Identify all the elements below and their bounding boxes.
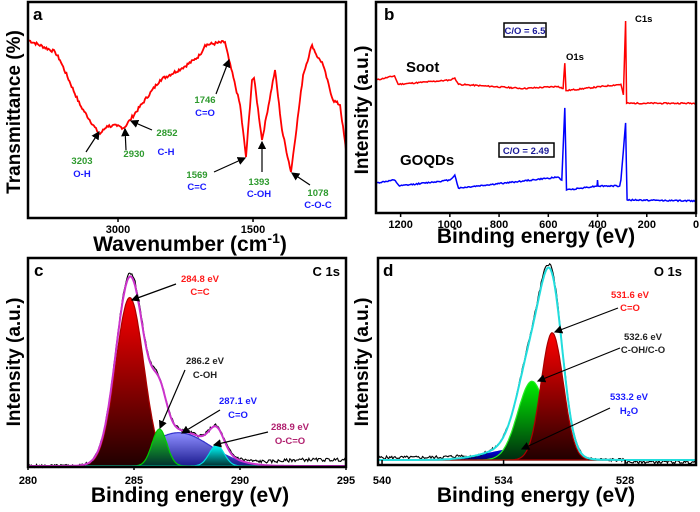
component-energy: 533.2 eV — [610, 392, 649, 403]
x-tick-label: 534 — [494, 475, 513, 487]
annotation-wavenumber: 1078 — [307, 188, 328, 199]
annotation-group: C-O-C — [304, 200, 332, 211]
annotation-arrow — [212, 431, 269, 448]
x-axis-title: Wavenumber (cm-1) — [93, 230, 287, 256]
annotation-group: O-H — [73, 169, 91, 180]
panel-b-label: b — [384, 5, 394, 24]
annotation-arrow — [536, 347, 621, 383]
annotation-wavenumber: 2930 — [123, 149, 144, 160]
panel-c-label: c — [34, 261, 43, 280]
component-bond: C-OH — [193, 370, 217, 381]
y-axis-title: Intensity (a.u.) — [4, 298, 25, 427]
annotation-arrow — [121, 127, 130, 151]
panel-c-title: C 1s — [313, 264, 340, 279]
peak-label-c1s: C1s — [635, 14, 652, 25]
annotation-arrow — [180, 409, 221, 434]
annotation-arrow — [129, 119, 153, 131]
x-tick-label: 285 — [125, 475, 143, 487]
x-tick-label: 280 — [19, 475, 37, 487]
panel-b-frame — [374, 0, 698, 215]
x-tick-label: 3000 — [106, 224, 130, 236]
annotation-arrow — [553, 307, 619, 334]
panel-d-frame — [376, 256, 698, 467]
panel-c-frame — [26, 256, 348, 469]
annotation-arrow — [158, 369, 186, 430]
component-bond: C=O — [228, 410, 248, 421]
component-energy: 286.2 eV — [186, 356, 225, 367]
x-tick-label: 540 — [373, 475, 391, 487]
series-line-goqds — [375, 107, 697, 203]
annotation-group: C=C — [187, 182, 206, 193]
x-tick-label: 1200 — [388, 219, 412, 231]
component-energy: 284.8 eV — [181, 274, 220, 285]
y-axis-title: Transmittance (%) — [4, 30, 25, 194]
x-tick-label: 295 — [337, 475, 355, 487]
component-energy: 287.1 eV — [219, 396, 258, 407]
series-line-soot — [375, 20, 697, 105]
x-tick-label: 600 — [539, 219, 557, 231]
x-axis-title: Binding energy (eV) — [437, 484, 635, 507]
envelope-line — [378, 266, 696, 461]
x-tick-label: 0 — [693, 219, 699, 231]
annotation-group: C-H — [158, 147, 175, 158]
x-axis-title: Binding energy (eV) — [437, 225, 635, 248]
annotation-group: C-OH — [247, 189, 271, 200]
annotation-arrow — [215, 58, 231, 95]
x-tick-label: 1500 — [241, 224, 265, 236]
component-bond: C=O — [620, 303, 640, 314]
annotation-wavenumber: 1393 — [248, 177, 269, 188]
x-tick-label: 528 — [616, 475, 634, 487]
annotation-wavenumber: 2852 — [156, 128, 177, 139]
y-axis-title: Intensity (a.u.) — [352, 298, 373, 427]
component-bond: C=C — [190, 287, 209, 298]
x-tick-label: 800 — [490, 219, 508, 231]
annotation-arrow — [520, 407, 611, 450]
svg-text:C/O = 6.5: C/O = 6.5 — [505, 26, 547, 37]
panel-a-label: a — [33, 5, 43, 24]
x-tick-label: 400 — [588, 219, 606, 231]
panel-a: a 3000 1500 Wavenumber (cm-1) Transmitta… — [4, 0, 348, 256]
annotation-group: C=O — [195, 108, 215, 119]
component-energy: 531.6 eV — [611, 290, 650, 301]
annotation-arrow — [130, 283, 177, 302]
panel-a-frame — [26, 0, 348, 220]
svg-text:C/O = 2.49: C/O = 2.49 — [503, 146, 549, 157]
y-axis-title: Intensity (a.u.) — [352, 46, 373, 175]
ratio-box-soot: C/O = 6.5 — [503, 22, 547, 38]
annotation-arrow — [85, 130, 100, 153]
ftir-line — [27, 39, 347, 173]
ratio-box-goqds: C/O = 2.49 — [498, 142, 555, 158]
annotation-arrow — [213, 157, 247, 173]
panel-d-title: O 1s — [654, 264, 682, 279]
series-label-soot: Soot — [406, 59, 439, 76]
panel-d-label: d — [383, 261, 393, 280]
series-label-goqds: GOQDs — [400, 152, 454, 169]
component-energy: 532.6 eV — [624, 332, 663, 343]
panel-d: d O 1s 540 534 528 Binding energy (eV) Int… — [352, 256, 698, 507]
peak-label-o1s: O1s — [566, 52, 584, 63]
x-tick-label: 1000 — [438, 219, 462, 231]
annotation-arrow — [291, 172, 311, 186]
x-tick-label: 200 — [638, 219, 656, 231]
panel-b: b 1200 1000 800 600 400 200 0 Binding energy (… — [352, 0, 699, 248]
component-energy: 288.9 eV — [271, 422, 310, 433]
component-bond: O-C=O — [275, 436, 305, 447]
panel-c: c C 1s 280 285 290 295 Binding energy (eV) … — [4, 256, 355, 507]
component-bond: H2O — [620, 406, 638, 418]
component-bond: C-OH/C-O — [621, 345, 665, 356]
annotation-wavenumber: 3203 — [71, 156, 92, 167]
annotation-wavenumber: 1569 — [186, 170, 207, 181]
x-axis-title: Binding energy (eV) — [91, 484, 289, 507]
annotation-wavenumber: 1746 — [194, 95, 215, 106]
x-tick-label: 290 — [231, 475, 249, 487]
